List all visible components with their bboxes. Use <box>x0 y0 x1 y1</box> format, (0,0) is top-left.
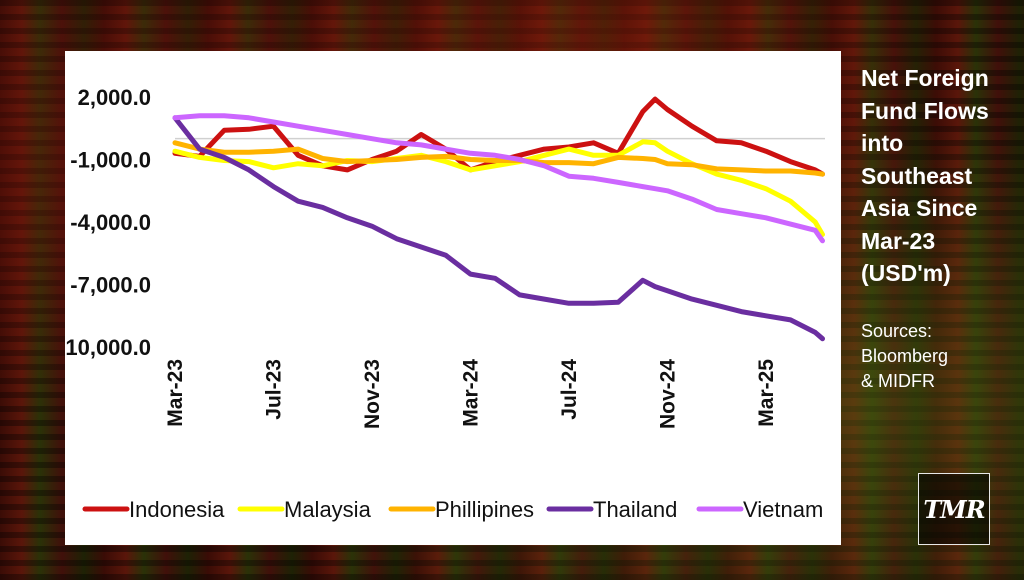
source-line: Bloomberg <box>861 346 949 366</box>
legend-label-phillipines: Phillipines <box>435 497 534 522</box>
x-tick-label: Mar-25 <box>755 359 778 427</box>
title-line: Southeast <box>861 162 973 189</box>
legend-label-indonesia: Indonesia <box>129 497 225 522</box>
x-tick-label: Mar-24 <box>459 359 482 427</box>
x-tick-label: Jul-23 <box>262 359 285 420</box>
series-line-thailand <box>172 115 825 342</box>
logo-text: TMR <box>923 494 985 524</box>
y-tick-label: -1,000.0 <box>70 148 151 173</box>
legend-label-malaysia: Malaysia <box>284 497 372 522</box>
x-tick-label: Jul-24 <box>558 359 581 420</box>
sources-note: Sources: Bloomberg & MIDFR <box>861 319 1011 394</box>
series-line-indonesia <box>172 96 825 177</box>
series-line-vietnam <box>172 113 825 244</box>
legend-label-vietnam: Vietnam <box>743 497 823 522</box>
title-line: Asia Since <box>861 195 978 221</box>
chart-title: Net Foreign Fund Flows into Southeast As… <box>861 62 1011 290</box>
x-tick-label: Mar-23 <box>164 359 187 427</box>
source-line: & MIDFR <box>861 371 935 391</box>
title-line: Net Foreign <box>861 65 989 91</box>
title-line: Mar-23 <box>861 227 936 254</box>
legend-label-thailand: Thailand <box>593 497 677 522</box>
y-tick-label: -7,000.0 <box>70 273 151 298</box>
y-tick-label: 2,000.0 <box>78 85 151 110</box>
y-tick-label: -4,000.0 <box>70 210 151 235</box>
title-line: (USD'm) <box>861 260 951 286</box>
y-tick-label: -10,000.0 <box>65 335 151 360</box>
title-line: Fund Flows <box>861 97 989 124</box>
tmr-logo: TMR <box>918 473 990 545</box>
line-chart: 2,000.0 -1,000.0 -4,000.0 -7,000.0 -10,000.0… <box>65 85 825 522</box>
x-tick-label: Nov-24 <box>656 359 679 429</box>
title-line: into <box>861 130 904 156</box>
chart-panel: 2,000.0 -1,000.0 -4,000.0 -7,000.0 -10,000.0… <box>65 51 841 545</box>
source-line: Sources: <box>861 321 933 341</box>
x-tick-label: Nov-23 <box>361 359 384 429</box>
